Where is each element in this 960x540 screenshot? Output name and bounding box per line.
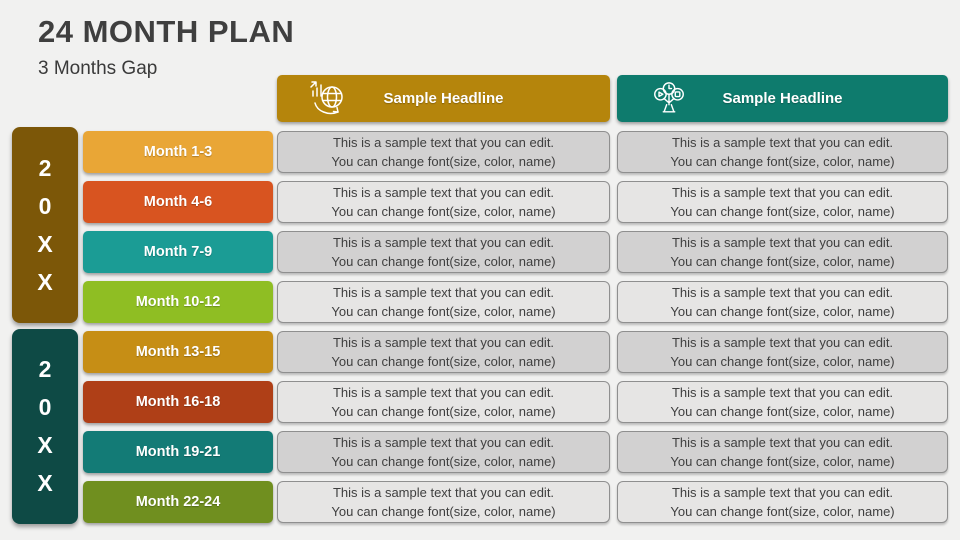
text-cell[interactable]: This is a sample text that you can edit.… (617, 131, 948, 173)
page-title: 24 MONTH PLAN (38, 14, 295, 49)
text-cell[interactable]: This is a sample text that you can edit.… (277, 481, 610, 523)
text-cell[interactable]: This is a sample text that you can edit.… (617, 281, 948, 323)
text-cell[interactable]: This is a sample text that you can edit.… (617, 231, 948, 273)
year-char: 0 (38, 192, 52, 219)
text-cell[interactable]: This is a sample text that you can edit.… (277, 181, 610, 223)
text-cell[interactable]: This is a sample text that you can edit.… (617, 181, 948, 223)
month-label-4-6[interactable]: Month 4-6 (83, 181, 273, 223)
cell-text-line1: This is a sample text that you can edit. (671, 135, 894, 150)
year-block-2[interactable]: 2 0 X X (12, 329, 78, 524)
text-cell[interactable]: This is a sample text that you can edit.… (277, 281, 610, 323)
cell-text-line1: This is a sample text that you can edit. (332, 335, 555, 350)
month-label-19-21[interactable]: Month 19-21 (83, 431, 273, 473)
cell-text-line2: You can change font(size, color, name) (670, 304, 895, 319)
cell-text-line2: You can change font(size, color, name) (331, 254, 556, 269)
text-cell[interactable]: This is a sample text that you can edit.… (617, 431, 948, 473)
cell-text-line2: You can change font(size, color, name) (331, 454, 556, 469)
year-char: 0 (38, 394, 52, 420)
year-char: 2 (38, 356, 52, 382)
cell-text-line2: You can change font(size, color, name) (670, 204, 895, 219)
cell-text-line1: This is a sample text that you can edit. (671, 335, 894, 350)
cell-text-line1: This is a sample text that you can edit. (332, 185, 555, 200)
text-cell[interactable]: This is a sample text that you can edit.… (617, 481, 948, 523)
cell-text-line1: This is a sample text that you can edit. (332, 285, 555, 300)
cell-text-line2: You can change font(size, color, name) (331, 504, 556, 519)
column-header-1[interactable]: Sample Headline (277, 75, 610, 122)
cell-text-line2: You can change font(size, color, name) (331, 354, 556, 369)
cell-text-line1: This is a sample text that you can edit. (671, 385, 894, 400)
column-header-label: Sample Headline (722, 90, 843, 107)
text-cell[interactable]: This is a sample text that you can edit.… (277, 381, 610, 423)
page-subtitle: 3 Months Gap (38, 58, 158, 79)
cell-text-line1: This is a sample text that you can edit. (671, 285, 894, 300)
text-cell[interactable]: This is a sample text that you can edit.… (277, 431, 610, 473)
cell-text-line1: This is a sample text that you can edit. (671, 235, 894, 250)
year-char: 2 (38, 154, 52, 181)
year-block-1[interactable]: 2 0 X X (12, 127, 78, 323)
month-label-7-9[interactable]: Month 7-9 (83, 231, 273, 273)
month-label-22-24[interactable]: Month 22-24 (83, 481, 273, 523)
cell-text-line2: You can change font(size, color, name) (670, 254, 895, 269)
year-char: X (37, 470, 53, 496)
month-label-16-18[interactable]: Month 16-18 (83, 381, 273, 423)
cell-text-line2: You can change font(size, color, name) (670, 404, 895, 419)
month-label-1-3[interactable]: Month 1-3 (83, 131, 273, 173)
cell-text-line1: This is a sample text that you can edit. (332, 135, 555, 150)
cell-text-line1: This is a sample text that you can edit. (332, 235, 555, 250)
text-cell[interactable]: This is a sample text that you can edit.… (277, 331, 610, 373)
cell-text-line1: This is a sample text that you can edit. (671, 185, 894, 200)
text-cell[interactable]: This is a sample text that you can edit.… (277, 131, 610, 173)
cell-text-line2: You can change font(size, color, name) (670, 504, 895, 519)
text-cell[interactable]: This is a sample text that you can edit.… (277, 231, 610, 273)
cell-text-line2: You can change font(size, color, name) (331, 204, 556, 219)
year-char: X (37, 230, 53, 257)
cell-text-line2: You can change font(size, color, name) (670, 454, 895, 469)
year-char: X (37, 432, 53, 458)
cell-text-line1: This is a sample text that you can edit. (332, 485, 555, 500)
cell-text-line2: You can change font(size, color, name) (670, 154, 895, 169)
globe-growth-icon (307, 80, 351, 118)
month-label-13-15[interactable]: Month 13-15 (83, 331, 273, 373)
media-tree-icon (647, 80, 691, 118)
cell-text-line1: This is a sample text that you can edit. (332, 435, 555, 450)
column-header-label: Sample Headline (383, 90, 504, 107)
cell-text-line2: You can change font(size, color, name) (331, 154, 556, 169)
month-label-10-12[interactable]: Month 10-12 (83, 281, 273, 323)
cell-text-line1: This is a sample text that you can edit. (332, 385, 555, 400)
cell-text-line2: You can change font(size, color, name) (331, 404, 556, 419)
cell-text-line1: This is a sample text that you can edit. (671, 435, 894, 450)
text-cell[interactable]: This is a sample text that you can edit.… (617, 331, 948, 373)
cell-text-line2: You can change font(size, color, name) (670, 354, 895, 369)
cell-text-line1: This is a sample text that you can edit. (671, 485, 894, 500)
cell-text-line2: You can change font(size, color, name) (331, 304, 556, 319)
column-header-2[interactable]: Sample Headline (617, 75, 948, 122)
year-char: X (37, 268, 53, 295)
text-cell[interactable]: This is a sample text that you can edit.… (617, 381, 948, 423)
